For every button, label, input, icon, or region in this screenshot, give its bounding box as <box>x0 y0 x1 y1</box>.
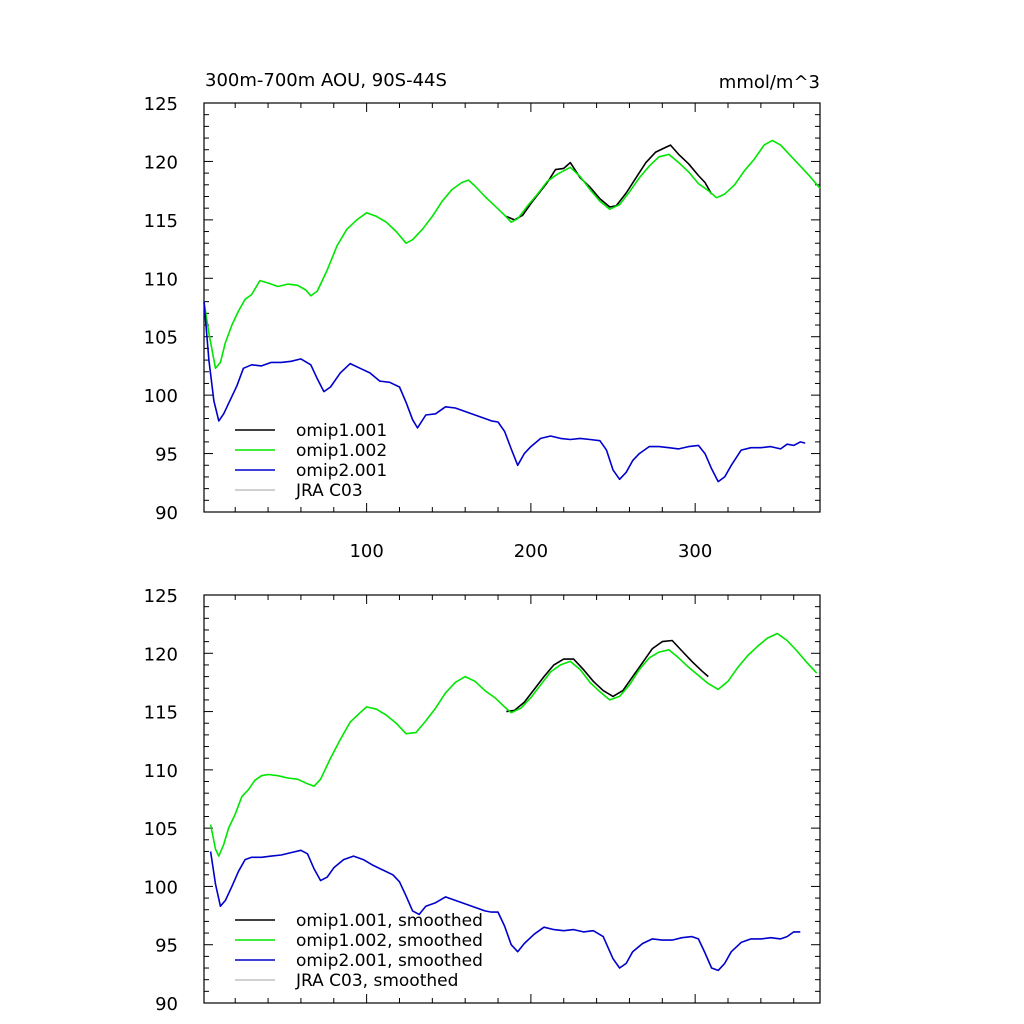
y-tick-label: 115 <box>144 211 178 232</box>
legend-label: omip2.001, smoothed <box>296 951 483 971</box>
series-line-omip1-002 <box>203 139 821 370</box>
x-tick-label: 200 <box>514 541 548 562</box>
series-line-omip1-001 <box>506 639 709 713</box>
legend-label: JRA C03, smoothed <box>295 971 458 991</box>
x-tick-label: 100 <box>349 541 383 562</box>
y-tick-label: 105 <box>144 819 178 840</box>
legend-label: JRA C03 <box>295 481 363 501</box>
y-tick-label: 120 <box>144 644 178 665</box>
chart-title: 300m-700m AOU, 90S-44S <box>205 70 447 91</box>
x-tick-label: 300 <box>678 541 712 562</box>
legend-label: omip1.001, smoothed <box>296 911 483 931</box>
y-tick-label: 100 <box>144 877 178 898</box>
y-tick-label: 95 <box>155 445 178 466</box>
y-tick-label: 95 <box>155 936 178 957</box>
y-tick-label: 110 <box>144 761 178 782</box>
series-line-omip2-001 <box>209 849 801 972</box>
series-line-omip2-001 <box>203 301 806 483</box>
y-tick-label: 100 <box>144 386 178 407</box>
y-tick-label: 105 <box>144 328 178 349</box>
y-tick-label: 125 <box>144 94 178 115</box>
legend-label: omip1.001 <box>296 421 387 441</box>
legend-label: omip2.001 <box>296 461 387 481</box>
legend-label: omip1.002, smoothed <box>296 931 483 951</box>
plot-frame <box>203 594 821 1004</box>
y-tick-label: 110 <box>144 269 178 290</box>
bottom-panel: 90 95 100 105 110 115 120 125 omip1.001, smoothe… <box>144 586 821 1015</box>
legend-label: omip1.002 <box>296 441 387 461</box>
y-tick-label: 115 <box>144 703 178 724</box>
y-tick-label: 90 <box>155 503 178 524</box>
top-panel: 90 95 100 105 110 115 120 125 100 200 300 omip1.001… <box>144 94 821 562</box>
series-line-omip1-002 <box>209 632 818 857</box>
y-tick-label: 90 <box>155 994 178 1015</box>
chart-units: mmol/m^3 <box>719 72 820 93</box>
y-tick-label: 120 <box>144 152 178 173</box>
y-tick-label: 125 <box>144 586 178 607</box>
